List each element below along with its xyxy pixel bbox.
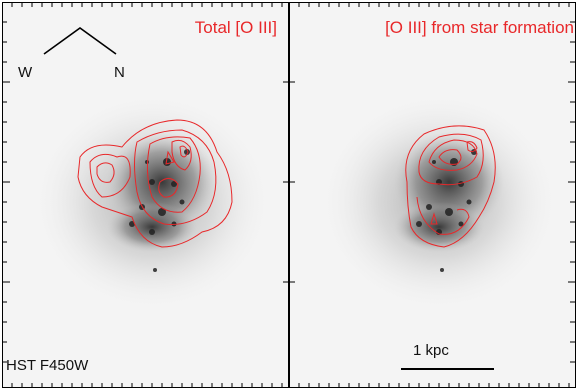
compass-north-label: N [114,64,125,81]
scale-bar-label: 1 kpc [413,342,449,359]
scale-bar [401,368,494,370]
galaxy-image-right [319,92,559,312]
panel-title-total-oiii: Total [O III] [194,18,277,37]
compass-west-label: W [18,64,33,81]
image-panel-oiii-star-formation: [O III] from star formation 1 kpc [289,2,576,388]
image-panel-total-oiii: W N Total [O III] HST F450W [2,2,289,388]
panel-title-star-formation-oiii: [O III] from star formation [385,18,574,37]
filter-label: HST F450W [6,357,89,374]
compass-arrows-icon [43,27,117,55]
